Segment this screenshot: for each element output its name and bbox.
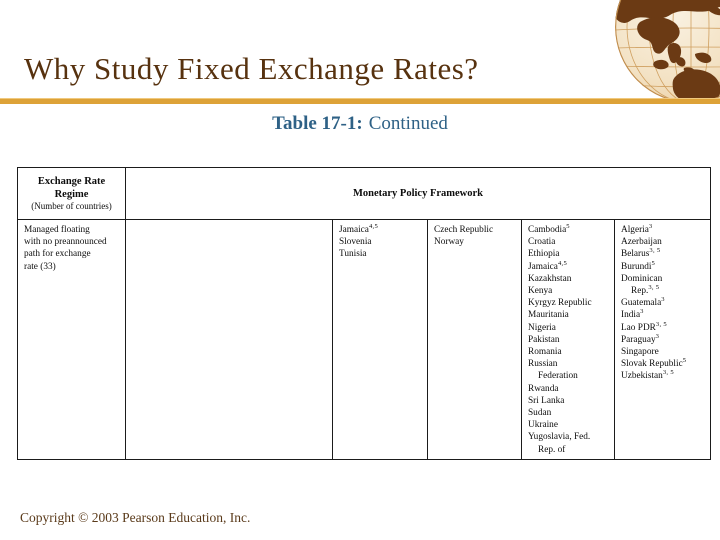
cell-line: Croatia	[528, 237, 556, 248]
cell-line: Sri Lanka	[528, 395, 565, 406]
footnote-superscript: 3	[640, 308, 644, 316]
cell-line: Rep. of	[538, 444, 566, 455]
cell-line: India3	[621, 308, 644, 321]
cell-line: Slovenia	[339, 237, 372, 248]
copyright-notice: Copyright © 2003 Pearson Education, Inc.	[20, 510, 251, 525]
table-caption: Table 17-1: Continued	[0, 113, 720, 135]
cell-line: Romania	[528, 347, 562, 358]
accent-divider	[0, 98, 720, 104]
footnote-superscript: 3, 5	[662, 369, 674, 377]
cell-monetary-aggregate-target: Jamaica4,5 Slovenia Tunisia	[333, 220, 428, 459]
cell-line: Federation	[538, 371, 578, 382]
cell-line: Kenya	[528, 286, 553, 297]
cell-line: Sudan	[528, 408, 552, 419]
cell-line: Paraguay3	[621, 332, 660, 345]
cell-line: Kazakhstan	[528, 273, 572, 284]
cell-line: Azerbaijan	[621, 237, 662, 248]
cell-line: Tunisia	[339, 249, 367, 260]
cell-line: Yugoslavia, Fed.	[528, 432, 591, 443]
cell-line: Jamaica4,5	[339, 222, 379, 235]
footnote-superscript: 5	[651, 259, 656, 267]
footnote-superscript: 3, 5	[655, 320, 667, 328]
cell-line: Lao PDR3, 5	[621, 320, 667, 333]
page-title: Why Study Fixed Exchange Rates?	[24, 51, 479, 86]
footnote-superscript: 3	[661, 296, 665, 304]
cell-inflation-targeting: Czech Republic Norway	[428, 220, 522, 459]
header-regime-line2: Regime	[54, 189, 89, 200]
table-caption-number: Table 17-1:	[272, 113, 363, 134]
cell-line: Ethiopia	[528, 249, 560, 260]
cell-line: Cambodia5	[528, 222, 570, 235]
header-cell-framework: Monetary Policy Framework	[126, 168, 710, 220]
cell-line: Rwanda	[528, 383, 559, 394]
header-cell-regime: Exchange Rate Regime (Number of countrie…	[18, 168, 126, 220]
cell-line: rate (33)	[24, 261, 56, 272]
cell-line: Uzbekistan3, 5	[621, 369, 674, 382]
cell-line: Rep.3, 5	[631, 283, 660, 297]
cell-line: Burundi5	[621, 259, 656, 272]
cell-exchange-rate-anchor	[126, 220, 333, 459]
cell-imf-program: Cambodia5 Croatia Ethiopia Jamaica4,5 Kazakh…	[522, 220, 615, 459]
cell-line: with no preannounced	[24, 237, 107, 248]
cell-line: Nigeria	[528, 322, 556, 333]
footnote-superscript: 5	[566, 222, 570, 230]
cell-other: Algeria3 Azerbaijan Belarus3, 5 Burundi5 Dom…	[615, 220, 710, 459]
cell-line: Ukraine	[528, 420, 558, 431]
footnote-superscript: 3, 5	[648, 283, 660, 291]
header-framework-title: Monetary Policy Framework	[352, 188, 484, 199]
header-regime-subtitle: (Number of countries)	[31, 201, 112, 211]
cell-line: Kyrgyz Republic	[528, 298, 592, 309]
cell-line: Pakistan	[528, 334, 560, 345]
footnote-superscript: 3	[648, 222, 653, 230]
cell-line: Czech Republic	[434, 225, 494, 235]
exchange-rate-regime-table: Exchange Rate Regime (Number of countrie…	[17, 167, 711, 460]
cell-line: Dominican	[621, 273, 663, 284]
footnote-superscript: 5	[682, 357, 687, 365]
cell-line: Slovak Republic5	[621, 357, 687, 370]
cell-line: Managed floating	[24, 225, 90, 235]
globe-icon	[612, 0, 720, 103]
cell-line: Mauritania	[528, 310, 569, 321]
cell-regime: Managed floating with no preannounced path…	[18, 220, 126, 459]
cell-line: Belarus3, 5	[621, 247, 661, 260]
header-regime-line1: Exchange Rate	[37, 176, 106, 187]
cell-line: Algeria3	[621, 222, 653, 235]
footnote-superscript: 3	[655, 332, 660, 340]
footnote-superscript: 4,5	[557, 259, 568, 267]
table-caption-continued: Continued	[368, 113, 448, 134]
cell-line: Singapore	[621, 347, 659, 358]
cell-line: path for exchange	[24, 249, 91, 260]
cell-line: Guatemala3	[621, 296, 665, 309]
footnote-superscript: 4,5	[368, 222, 379, 230]
cell-line: Russian	[528, 359, 558, 370]
cell-line: Jamaica4,5	[528, 259, 568, 272]
footnote-superscript: 3, 5	[649, 247, 661, 255]
cell-line: Norway	[434, 237, 464, 248]
